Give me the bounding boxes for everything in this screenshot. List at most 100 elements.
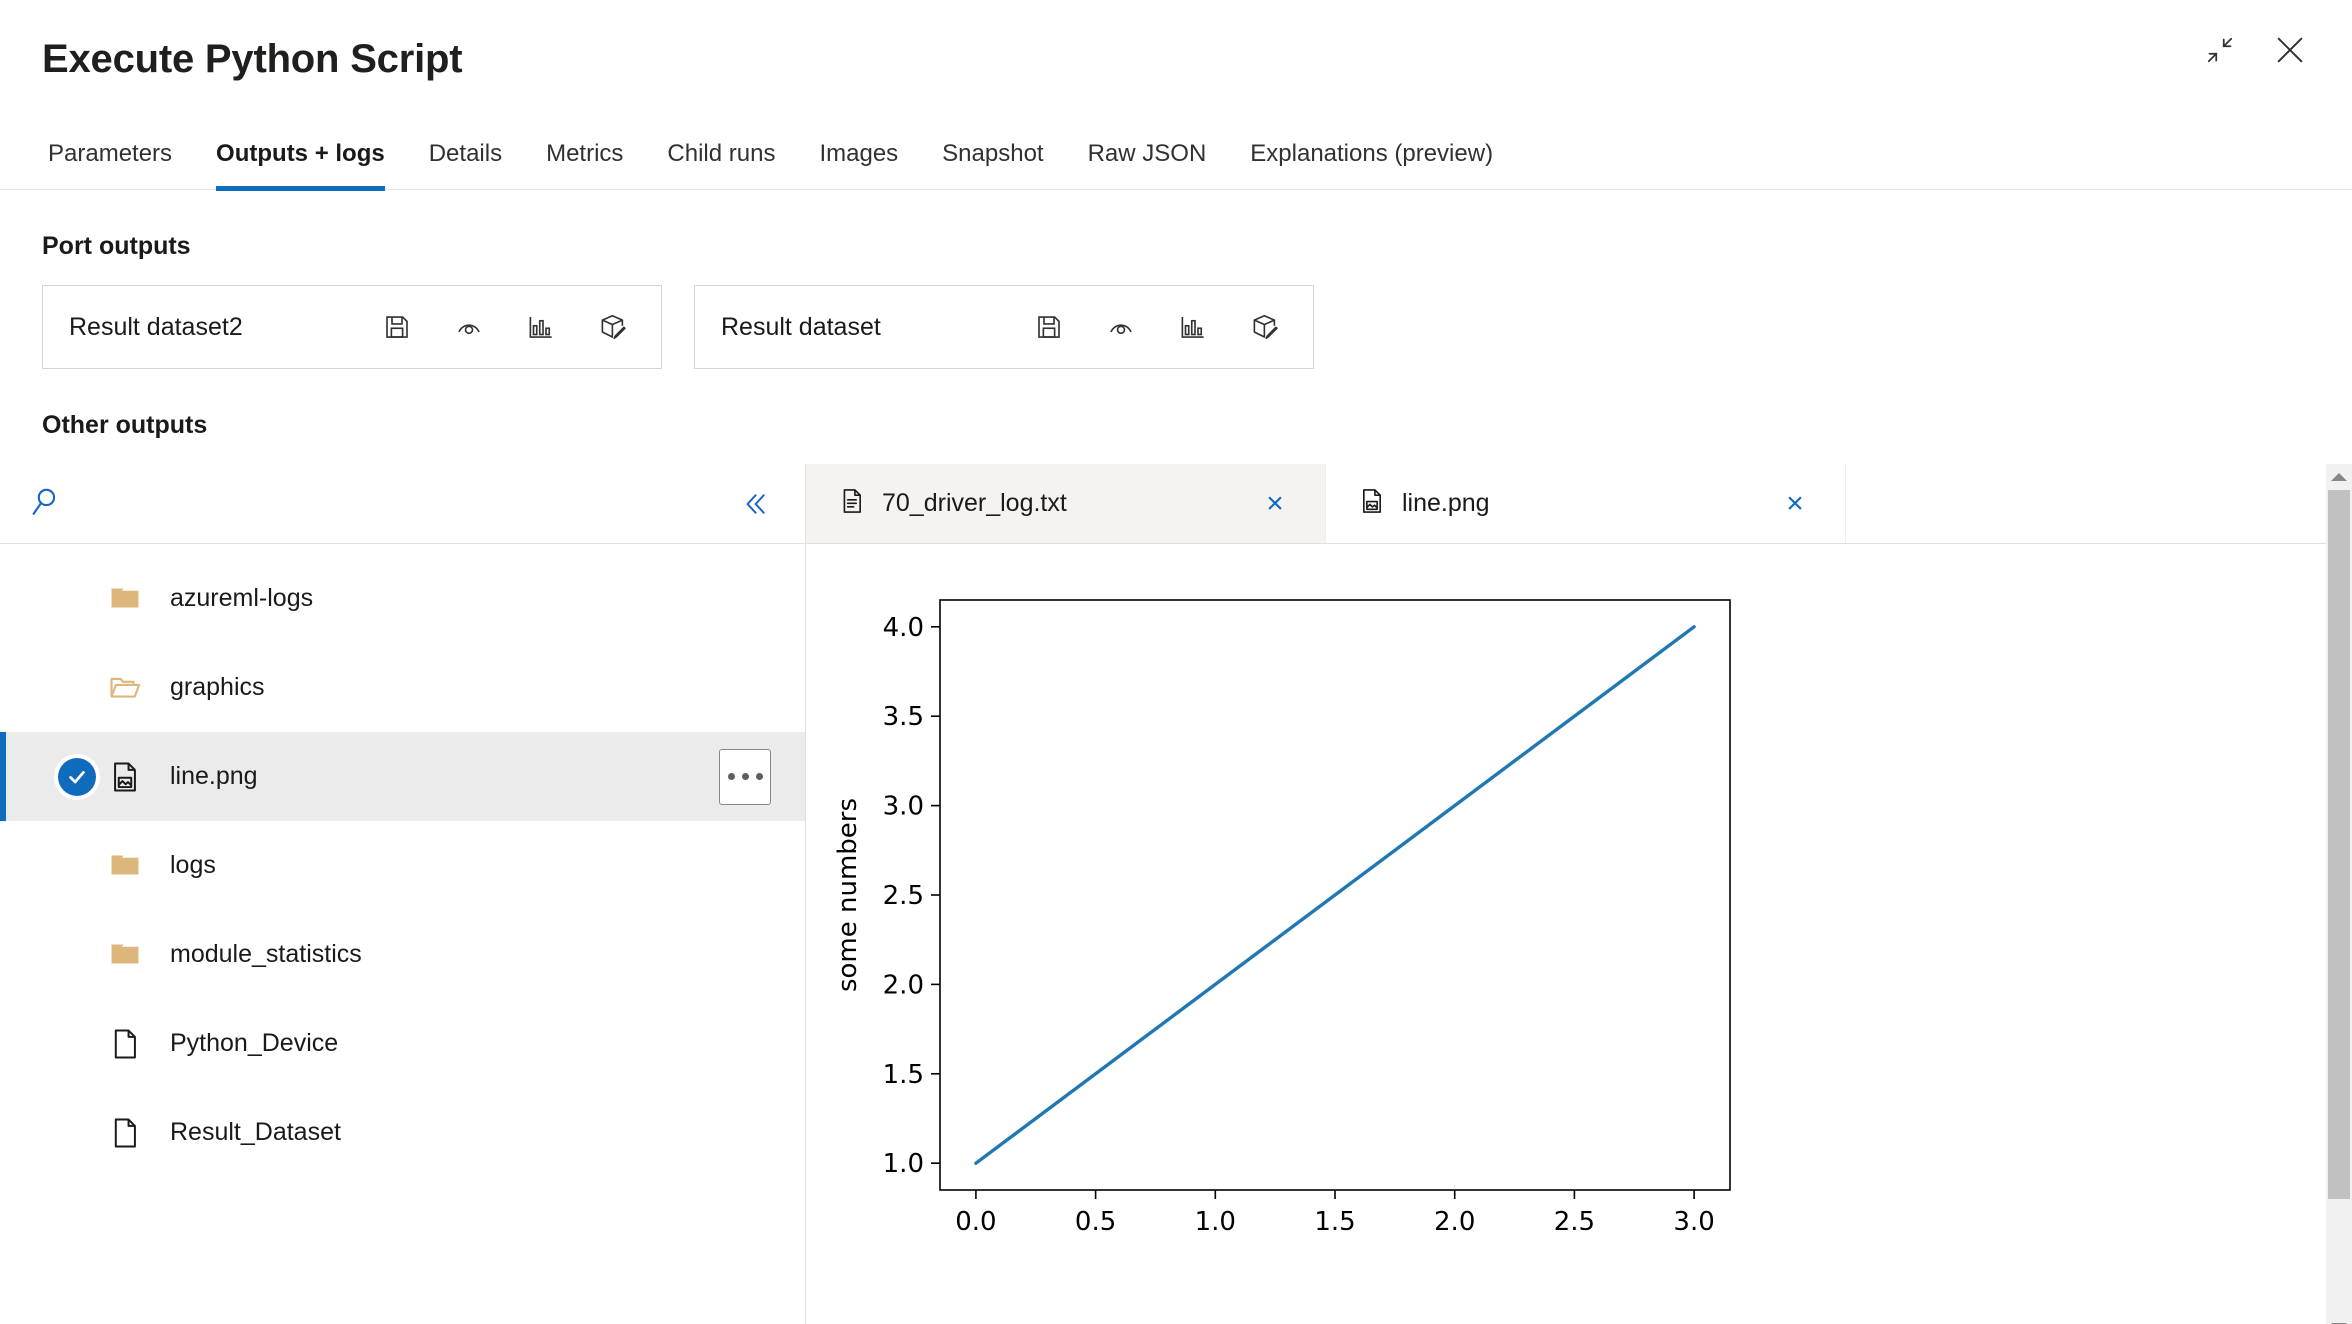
file-viewer-pane: 70_driver_log.txt × line.png × xyxy=(806,464,2352,1324)
close-icon[interactable]: × xyxy=(1255,484,1295,524)
viewer-scrollbar[interactable] xyxy=(2326,464,2352,1324)
tree-item-label: Python_Device xyxy=(170,1029,339,1057)
scrollbar-track[interactable] xyxy=(2326,490,2352,1314)
register-dataset-icon[interactable] xyxy=(1243,305,1287,349)
other-outputs-title: Other outputs xyxy=(42,411,208,439)
tab-raw-json[interactable]: Raw JSON xyxy=(1066,118,1229,189)
dialog-header: Execute Python Script xyxy=(0,0,2352,118)
matplotlib-figure: 1.0 1.5 2.0 2.5 3.0 3.5 4.0 0.0 0.5 1.0 1.5 2.0 2.5… xyxy=(820,580,1760,1260)
scroll-down-arrow-icon[interactable] xyxy=(2326,1314,2352,1324)
tree-item-label: Result_Dataset xyxy=(170,1118,341,1146)
port-output-card-result-dataset[interactable]: Result dataset xyxy=(694,285,1314,369)
tab-outputs-logs[interactable]: Outputs + logs xyxy=(194,118,407,191)
file-search-row xyxy=(0,464,805,544)
svg-text:0.0: 0.0 xyxy=(955,1207,996,1237)
tab-label: Snapshot xyxy=(942,139,1044,167)
tree-item-azureml-logs[interactable]: azureml-logs xyxy=(0,554,805,643)
visualize-icon[interactable] xyxy=(1171,305,1215,349)
folder-icon xyxy=(108,849,148,883)
file-icon xyxy=(108,1116,148,1150)
image-file-icon xyxy=(1358,487,1386,520)
scrollbar-thumb[interactable] xyxy=(2328,490,2350,1199)
folder-icon xyxy=(108,582,148,616)
tab-child-runs[interactable]: Child runs xyxy=(645,118,797,189)
file-tab-line-png[interactable]: line.png × xyxy=(1326,464,1846,543)
tree-item-label: module_statistics xyxy=(170,940,362,968)
tab-label: Raw JSON xyxy=(1087,139,1207,167)
visualize-icon[interactable] xyxy=(519,305,563,349)
tab-parameters[interactable]: Parameters xyxy=(42,118,194,189)
tab-label: Details xyxy=(428,139,503,167)
y-axis-label: some numbers xyxy=(833,798,863,992)
svg-text:2.5: 2.5 xyxy=(883,881,924,911)
file-tab-label: line.png xyxy=(1402,489,1490,517)
file-tab-70-driver-log[interactable]: 70_driver_log.txt × xyxy=(806,464,1326,543)
tab-metrics[interactable]: Metrics xyxy=(524,118,645,189)
svg-text:2.0: 2.0 xyxy=(1434,1207,1475,1237)
text-file-icon xyxy=(838,487,866,520)
file-icon xyxy=(108,1027,148,1061)
register-dataset-icon[interactable] xyxy=(591,305,635,349)
tree-item-graphics[interactable]: graphics xyxy=(0,643,805,732)
tab-snapshot[interactable]: Snapshot xyxy=(920,118,1065,189)
file-tree-pane: azureml-logs graphics xyxy=(0,464,806,1324)
other-outputs-section: Other outputs xyxy=(0,411,2352,440)
scroll-up-arrow-icon[interactable] xyxy=(2326,464,2352,490)
svg-text:2.0: 2.0 xyxy=(883,970,924,1000)
search-input[interactable] xyxy=(80,490,733,517)
tab-images[interactable]: Images xyxy=(797,118,920,189)
port-output-card-result-dataset2[interactable]: Result dataset2 xyxy=(42,285,662,369)
tab-bar: Parameters Outputs + logs Details Metric… xyxy=(0,118,2352,191)
port-output-name: Result dataset xyxy=(721,312,881,341)
svg-text:4.0: 4.0 xyxy=(883,613,924,643)
port-outputs-list: Result dataset2 xyxy=(42,285,2310,369)
folder-open-icon xyxy=(108,671,148,705)
preview-icon[interactable] xyxy=(1099,305,1143,349)
image-viewer: 1.0 1.5 2.0 2.5 3.0 3.5 4.0 0.0 0.5 1.0 1.5 2.0 2.5… xyxy=(806,544,2352,1324)
tree-item-label: graphics xyxy=(170,673,265,701)
tab-details[interactable]: Details xyxy=(407,118,524,189)
svg-text:1.0: 1.0 xyxy=(1195,1207,1236,1237)
file-tab-label: 70_driver_log.txt xyxy=(882,489,1067,517)
svg-text:1.5: 1.5 xyxy=(883,1060,924,1090)
tab-label: Images xyxy=(819,139,899,167)
tree-item-module-statistics[interactable]: module_statistics xyxy=(0,910,805,999)
tree-item-result-dataset[interactable]: Result_Dataset xyxy=(0,1088,805,1177)
outputs-explorer: azureml-logs graphics xyxy=(0,464,2352,1324)
double-chevron-left-icon[interactable] xyxy=(733,482,777,526)
tab-label: Metrics xyxy=(546,139,624,167)
tree-item-label: line.png xyxy=(170,762,258,790)
tree-item-logs[interactable]: logs xyxy=(0,821,805,910)
svg-text:2.5: 2.5 xyxy=(1554,1207,1595,1237)
tree-item-more-menu-button[interactable] xyxy=(719,748,771,805)
svg-text:1.0: 1.0 xyxy=(883,1149,924,1179)
svg-text:3.0: 3.0 xyxy=(1673,1207,1714,1237)
collapse-arrows-icon[interactable] xyxy=(2188,18,2252,82)
tab-label: Explanations (preview) xyxy=(1250,139,1494,167)
preview-icon[interactable] xyxy=(447,305,491,349)
data-series-line xyxy=(974,625,1696,1165)
line-png-image: 1.0 1.5 2.0 2.5 3.0 3.5 4.0 0.0 0.5 1.0 1.5 2.0 2.5… xyxy=(820,580,1760,1265)
folder-icon xyxy=(108,938,148,972)
tree-item-label: azureml-logs xyxy=(170,584,314,612)
svg-text:3.5: 3.5 xyxy=(883,702,924,732)
tab-explanations[interactable]: Explanations (preview) xyxy=(1228,118,1515,189)
selected-check-icon xyxy=(58,757,96,796)
svg-text:0.5: 0.5 xyxy=(1075,1207,1116,1237)
port-output-name: Result dataset2 xyxy=(69,312,243,341)
image-file-icon xyxy=(108,760,148,794)
port-outputs-title: Port outputs xyxy=(42,232,191,260)
tab-label: Child runs xyxy=(667,139,776,167)
y-axis-ticks: 1.0 1.5 2.0 2.5 3.0 3.5 4.0 xyxy=(883,613,940,1179)
tab-label: Parameters xyxy=(48,139,173,167)
svg-text:1.5: 1.5 xyxy=(1314,1207,1355,1237)
save-icon[interactable] xyxy=(1027,305,1071,349)
tab-label: Outputs + logs xyxy=(216,139,385,167)
tree-item-line-png[interactable]: line.png xyxy=(0,732,805,821)
port-output-actions xyxy=(375,305,635,349)
save-icon[interactable] xyxy=(375,305,419,349)
close-icon[interactable]: × xyxy=(1775,484,1815,524)
close-icon[interactable] xyxy=(2258,18,2322,82)
tree-item-python-device[interactable]: Python_Device xyxy=(0,999,805,1088)
header-actions xyxy=(2188,18,2322,82)
